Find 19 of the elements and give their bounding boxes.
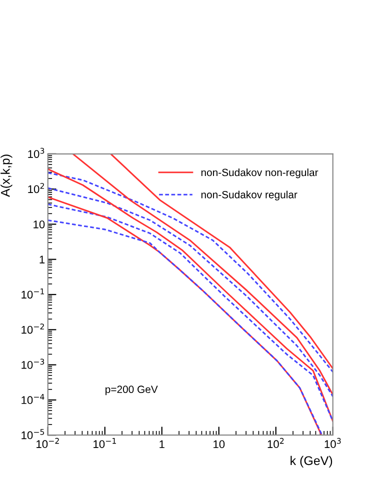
x-tick-label: 10$^{2}$ xyxy=(268,438,284,448)
y-tick-label: 10 xyxy=(34,220,45,228)
legend-label: non-Sudakov non-regular xyxy=(201,168,318,178)
y-tick-label: 10$^{−5}$ xyxy=(22,429,44,440)
x-tick-label: 10$^{3}$ xyxy=(324,438,341,448)
x-axis-title: k (GeV) xyxy=(290,456,332,468)
y-tick-label: 10$^{−1}$ xyxy=(22,288,44,299)
annotation: p=200 GeV xyxy=(106,386,158,396)
legend-label: non-Sudakov regular xyxy=(201,190,298,200)
y-tick-label: 10$^{−2}$ xyxy=(22,324,44,334)
x-tick-label: 1 xyxy=(160,440,164,448)
x-tick-label: 10 xyxy=(214,440,225,448)
y-tick-label: 10$^{2}$ xyxy=(28,182,44,194)
y-tick-label: 10$^{−4}$ xyxy=(22,394,44,404)
y-tick-label: 1 xyxy=(40,256,45,264)
y-tick-label: 10$^{−3}$ xyxy=(22,358,44,369)
y-tick-label: 10$^{3}$ xyxy=(28,148,44,158)
x-tick-label: 10$^{−1}$ xyxy=(94,438,116,448)
y-axis-title: A(x,k,p) xyxy=(0,154,12,197)
